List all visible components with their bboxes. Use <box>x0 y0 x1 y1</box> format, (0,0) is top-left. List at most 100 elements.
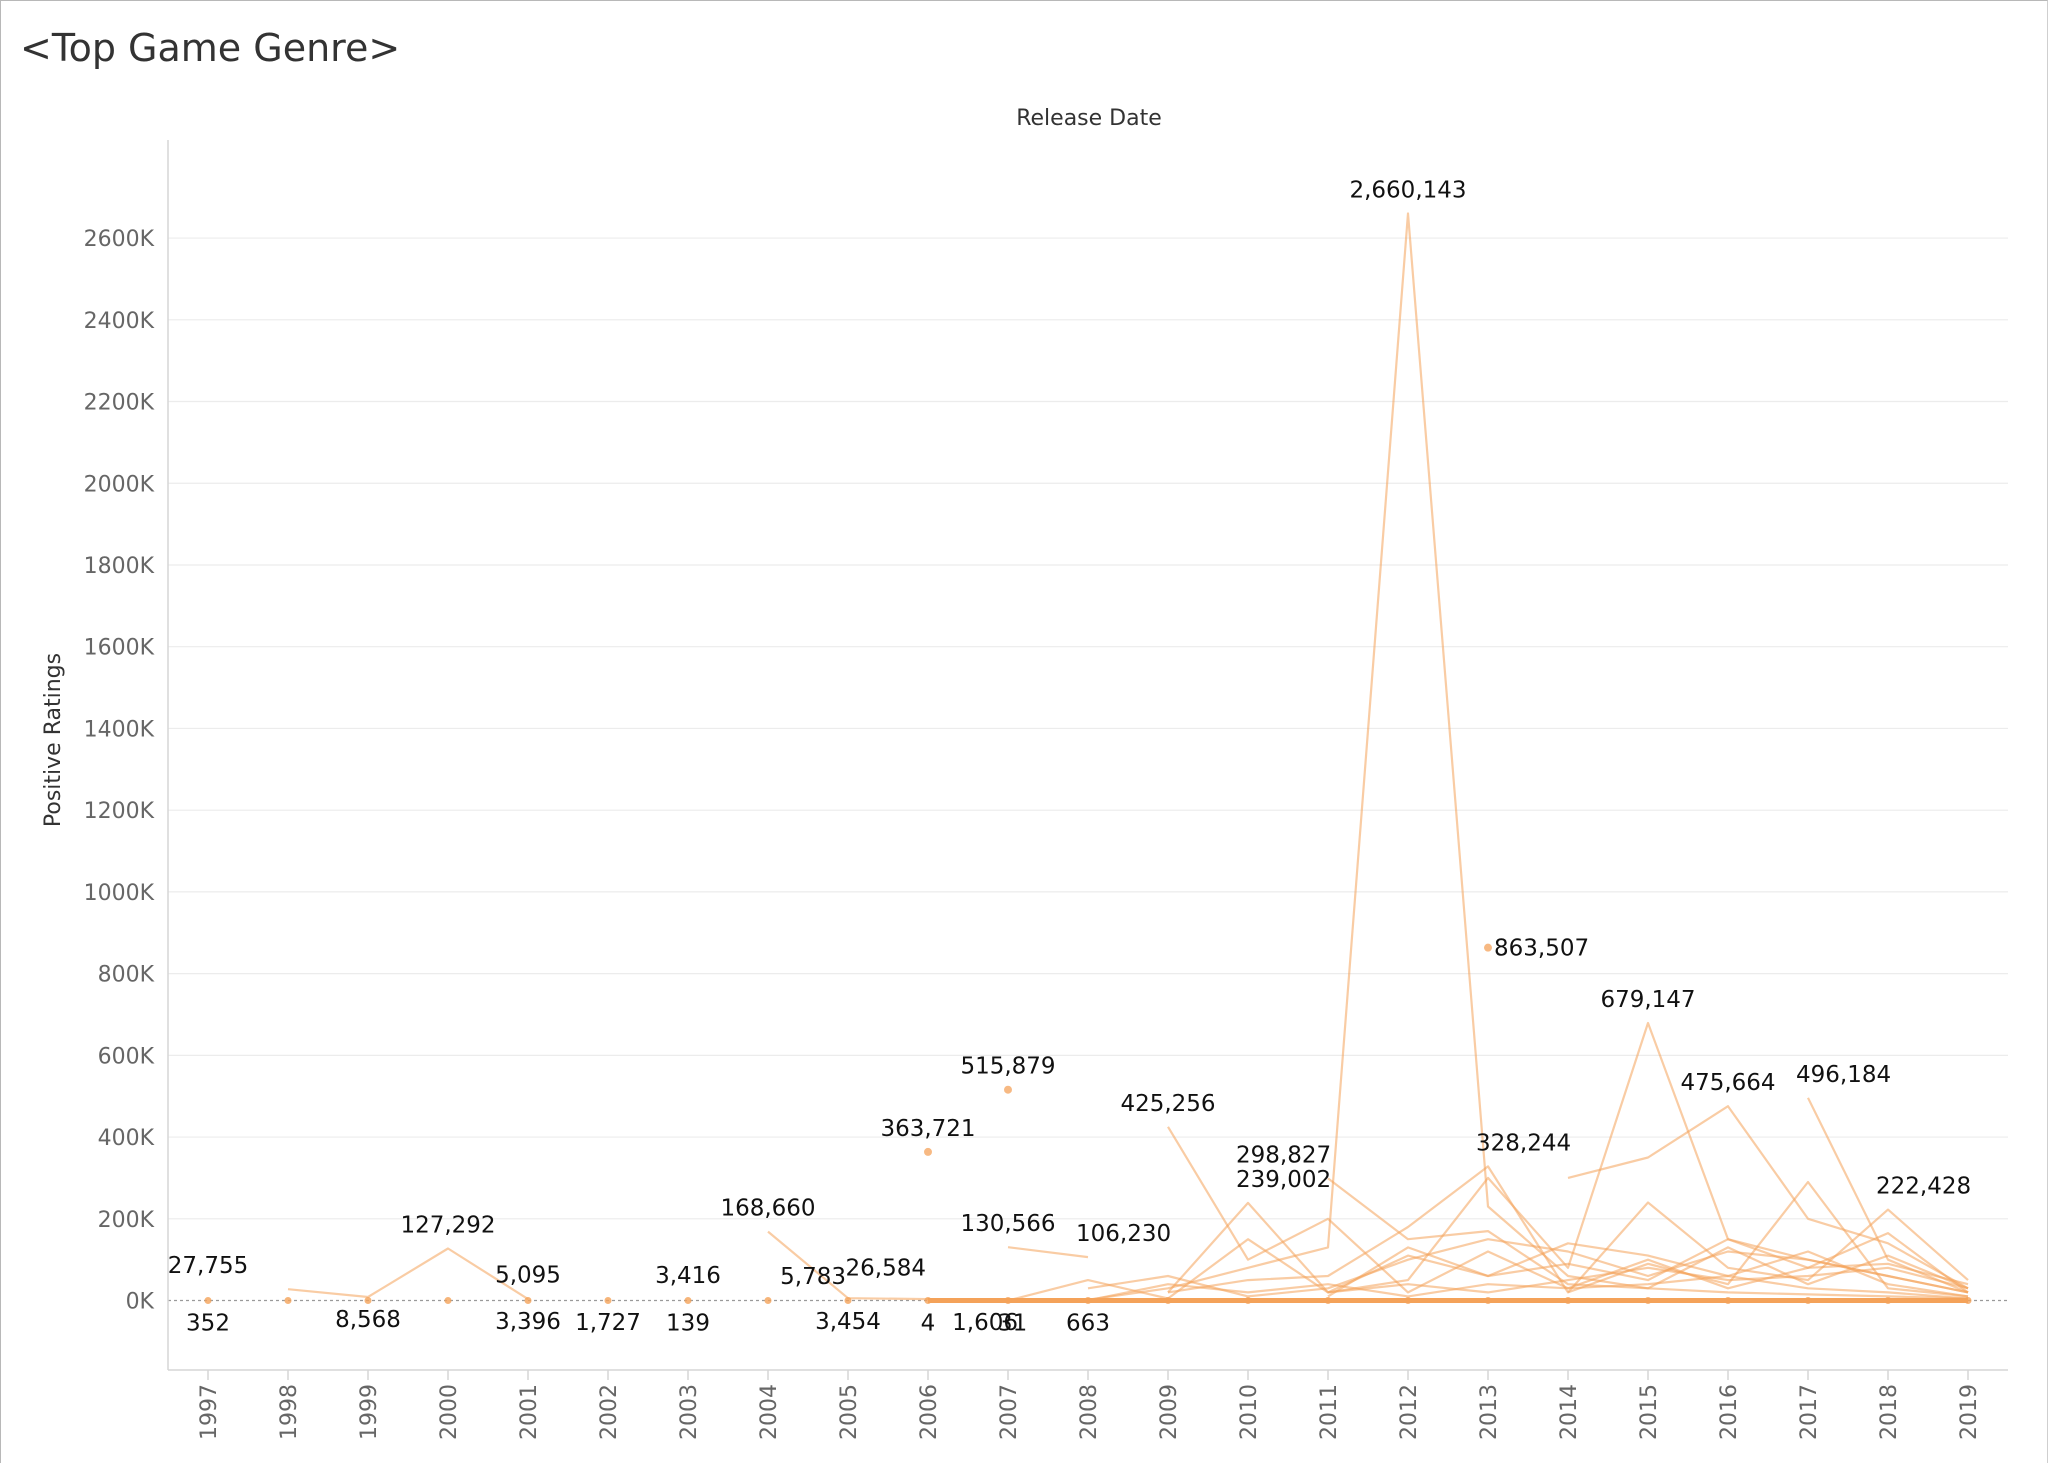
data-label: 8,568 <box>335 1307 401 1333</box>
x-tick-label: 2004 <box>757 1384 782 1440</box>
data-point <box>1964 1297 1972 1305</box>
data-point <box>524 1297 532 1305</box>
y-tick-label: 0K <box>126 1290 155 1315</box>
x-tick-label: 1998 <box>277 1384 302 1440</box>
series-line <box>1327 1238 1969 1298</box>
data-point <box>1884 1297 1892 1305</box>
data-point <box>1404 1297 1412 1305</box>
data-label: 139 <box>666 1310 710 1336</box>
data-point <box>1004 1085 1012 1094</box>
gridlines <box>168 237 2008 1302</box>
data-label: 3,396 <box>495 1309 561 1335</box>
x-tick-label: 2005 <box>837 1384 862 1440</box>
data-label: 26,584 <box>846 1256 926 1282</box>
y-tick-label: 2400K <box>84 309 155 334</box>
x-tick-label: 2002 <box>597 1384 622 1440</box>
data-point <box>1164 1297 1172 1305</box>
series-line <box>1567 1105 1969 1290</box>
data-label: 106,230 <box>1076 1221 1171 1247</box>
y-tick-label: 2600K <box>84 227 155 252</box>
x-tick-label: 2013 <box>1477 1384 1502 1440</box>
data-label: 863,507 <box>1494 936 1589 962</box>
x-tick-label: 1999 <box>357 1384 382 1440</box>
x-tick-label: 2007 <box>997 1384 1022 1440</box>
data-label: 130,566 <box>960 1211 1055 1237</box>
data-label: 475,664 <box>1680 1070 1775 1096</box>
data-point <box>1564 1297 1572 1305</box>
data-point <box>924 1297 932 1305</box>
data-point <box>1724 1297 1732 1305</box>
y-tick-label: 1600K <box>84 636 155 661</box>
data-label: 363,721 <box>880 1116 975 1142</box>
data-label: 5,095 <box>495 1262 561 1288</box>
data-point <box>924 1147 932 1156</box>
data-point <box>844 1297 852 1305</box>
x-tick-label: 2015 <box>1637 1384 1662 1440</box>
y-tick-label: 600K <box>98 1044 155 1069</box>
data-label: 222,428 <box>1876 1174 1971 1200</box>
data-point <box>1484 943 1492 952</box>
series-lines <box>287 212 1969 1304</box>
data-label: 496,184 <box>1796 1062 1891 1088</box>
data-label: 515,879 <box>960 1054 1055 1080</box>
axes: 0K 200K 400K 600K 800K 1000K 1200K 1400K 1600K 18… <box>84 140 2008 1440</box>
data-point <box>1644 1297 1652 1305</box>
data-label: 239,002 <box>1236 1167 1331 1193</box>
y-tick-label: 400K <box>98 1126 155 1151</box>
data-label: 4 <box>921 1311 936 1337</box>
x-tick-label: 2017 <box>1797 1384 1822 1440</box>
data-point <box>1484 1297 1492 1305</box>
x-tick-label: 2003 <box>677 1384 702 1440</box>
y-axis-title: Positive Ratings <box>41 653 66 827</box>
data-point <box>1324 1297 1332 1305</box>
y-tick-label: 2000K <box>84 472 155 497</box>
data-label: 168,660 <box>720 1196 815 1222</box>
series-line <box>1087 1238 1969 1298</box>
data-point <box>1004 1297 1012 1305</box>
data-label: 3,454 <box>815 1309 881 1335</box>
data-label: 31 <box>998 1311 1027 1337</box>
page-title: <Top Game Genre> <box>20 26 401 70</box>
x-tick-label: 2014 <box>1557 1384 1582 1440</box>
data-points <box>204 943 1972 1305</box>
y-tick-label: 2200K <box>84 391 155 416</box>
x-axis-title: Release Date <box>1016 106 1162 131</box>
data-point <box>684 1297 692 1305</box>
y-tick-label: 800K <box>98 963 155 988</box>
data-label: 1,727 <box>575 1310 641 1336</box>
x-tick-label: 2011 <box>1317 1384 1342 1440</box>
data-label: 663 <box>1066 1310 1110 1336</box>
y-tick-label: 1000K <box>84 881 155 906</box>
data-point <box>1084 1297 1092 1305</box>
series-line <box>1007 1246 1089 1259</box>
x-tick-label: 2019 <box>1957 1384 1982 1440</box>
x-tick-label: 2008 <box>1077 1384 1102 1440</box>
data-point <box>1244 1297 1252 1305</box>
x-tick-label: 1997 <box>197 1384 222 1440</box>
data-label: 679,147 <box>1600 987 1695 1013</box>
data-label: 27,755 <box>168 1253 248 1279</box>
series-line <box>1167 1201 1969 1298</box>
data-label: 3,416 <box>655 1263 721 1289</box>
series-line <box>287 1247 529 1301</box>
data-point <box>1804 1297 1812 1305</box>
data-label: 5,783 <box>780 1264 846 1290</box>
x-tick-label: 2006 <box>917 1384 942 1440</box>
x-tick-label: 2000 <box>437 1384 462 1440</box>
data-label: 127,292 <box>400 1213 495 1239</box>
x-tick-label: 2018 <box>1877 1384 1902 1440</box>
data-label: 298,827 <box>1236 1142 1331 1168</box>
series-line <box>927 1274 1969 1302</box>
x-tick-label: 2001 <box>517 1384 542 1440</box>
data-point <box>204 1297 212 1305</box>
x-tick-label: 2016 <box>1717 1384 1742 1440</box>
x-tick-label: 2009 <box>1157 1384 1182 1440</box>
x-tick-label: 2010 <box>1237 1384 1262 1440</box>
data-point <box>604 1297 612 1305</box>
data-label: 2,660,143 <box>1349 177 1466 203</box>
y-tick-label: 1400K <box>84 717 155 742</box>
x-tick-label: 2012 <box>1397 1384 1422 1440</box>
data-point <box>284 1297 292 1305</box>
